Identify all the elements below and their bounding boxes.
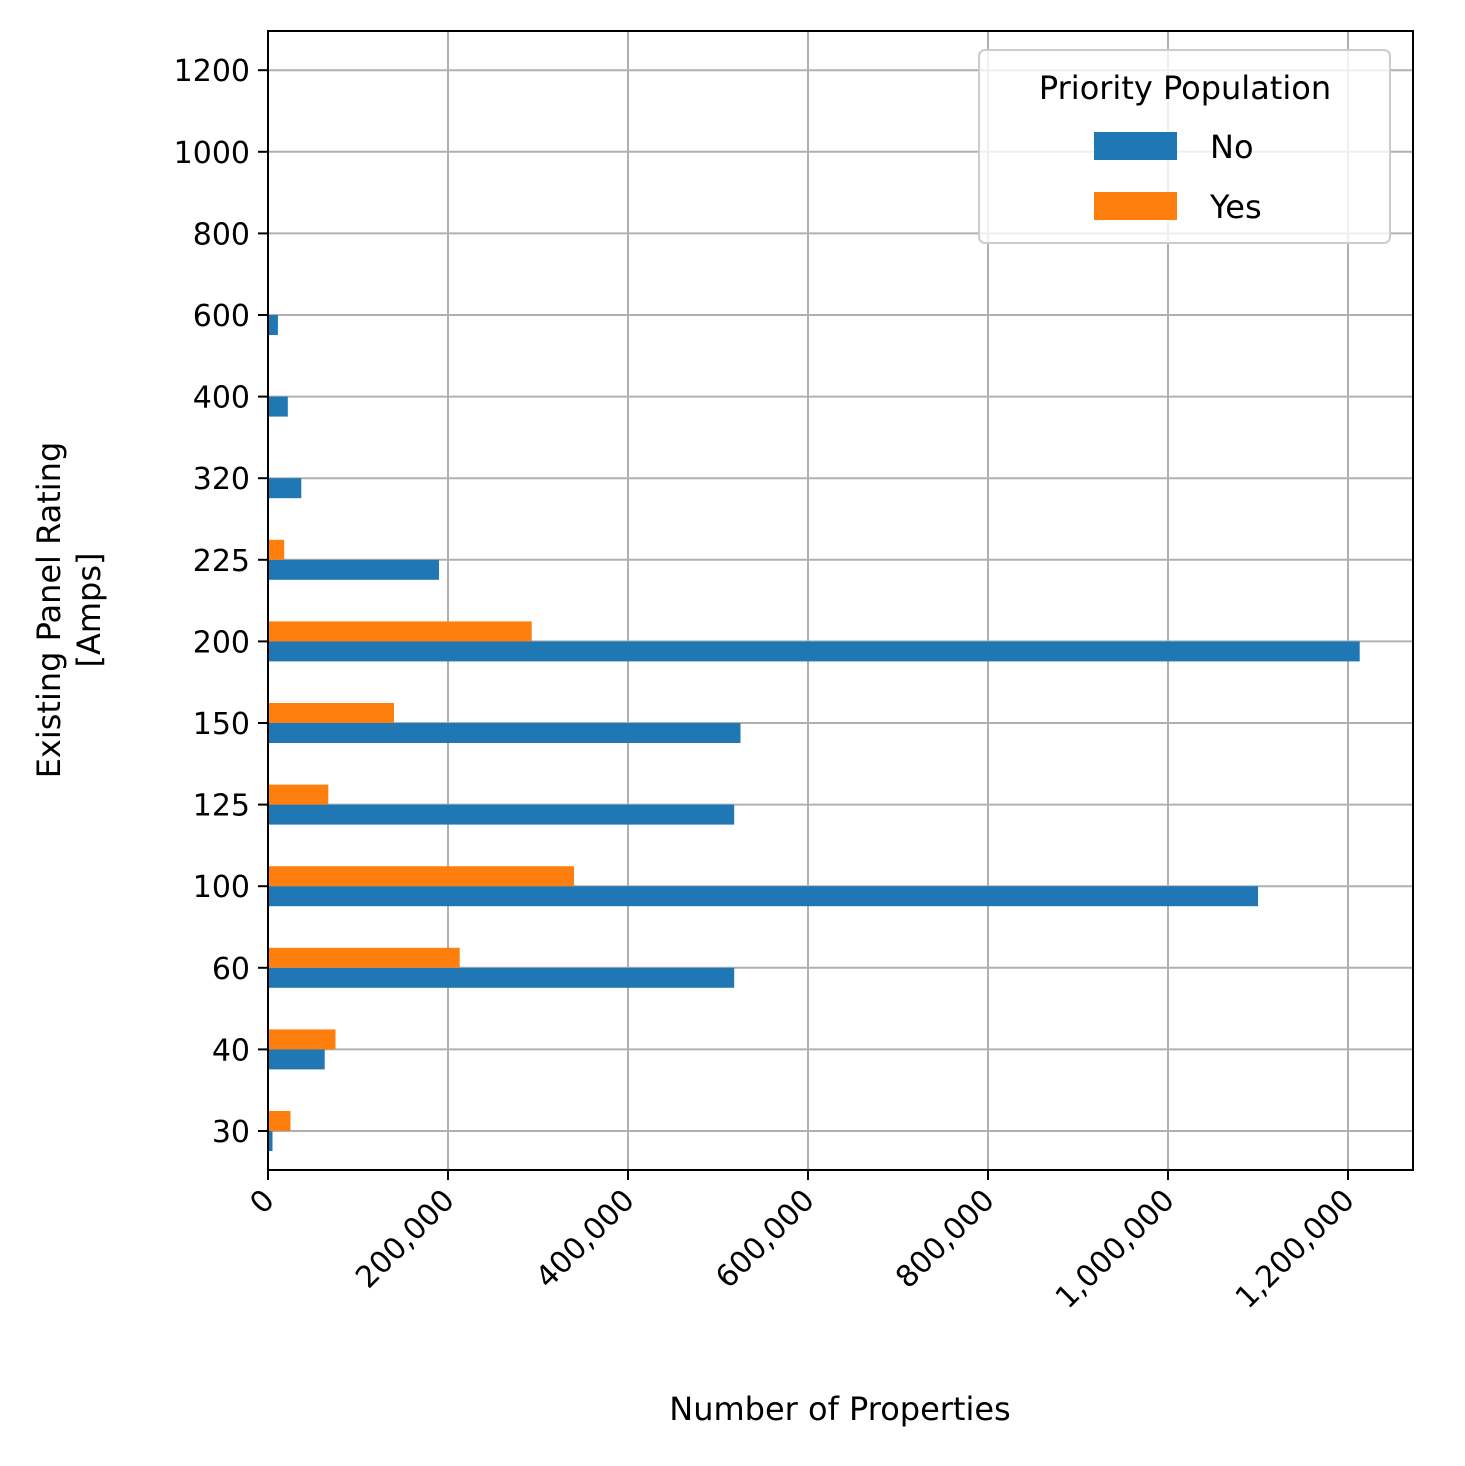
y-tick-label: 225: [193, 544, 250, 579]
bars: [268, 315, 1360, 1151]
legend-title: Priority Population: [1039, 69, 1331, 107]
bar-yes-225: [268, 539, 285, 560]
bar-yes-60: [268, 947, 460, 968]
y-tick-label: 200: [193, 625, 250, 660]
legend-label-yes: Yes: [1209, 188, 1262, 226]
bar-no-400: [268, 396, 288, 417]
y-tick-label: 125: [193, 789, 250, 824]
y-tick-label: 320: [193, 462, 250, 497]
x-tick-label: 200,000: [349, 1183, 461, 1295]
y-axis-label-line-2: [Amps]: [70, 552, 108, 667]
y-tick-label: 100: [193, 870, 250, 905]
bar-no-225: [268, 559, 439, 580]
bar-yes-30: [268, 1111, 291, 1131]
bar-no-40: [268, 1049, 325, 1070]
bar-no-30: [268, 1131, 273, 1151]
legend-swatch-no: [1094, 132, 1177, 160]
x-tick-label: 400,000: [529, 1183, 641, 1295]
y-tick-label: 150: [193, 707, 250, 742]
y-axis-label-line-1: Existing Panel Rating: [30, 442, 68, 779]
y-tick-label: 600: [193, 299, 250, 334]
bar-no-200: [268, 641, 1360, 662]
y-tick-label: 400: [193, 381, 250, 416]
bar-no-60: [268, 967, 735, 988]
y-tick-label: 60: [212, 952, 250, 987]
x-axis-ticks: 0 200,000 400,000 600,000 800,000 1,000,000 1,…: [243, 1170, 1362, 1316]
x-tick-label: 600,000: [709, 1183, 821, 1295]
y-tick-label: 30: [212, 1115, 250, 1150]
y-axis-label: Existing Panel Rating [Amps]: [30, 442, 108, 779]
legend-box: [978, 49, 1391, 244]
y-tick-label: 1200: [174, 54, 250, 89]
bar-no-320: [268, 478, 302, 499]
x-tick-label: 1,200,000: [1229, 1183, 1362, 1316]
bar-no-100: [268, 886, 1258, 907]
bar-yes-200: [268, 621, 532, 642]
y-axis-ticks: 30 40 60 100 125 150 200 225 320 400 600 800 1000 120…: [174, 54, 268, 1150]
bar-no-150: [268, 723, 741, 743]
legend-swatch-yes: [1094, 192, 1177, 220]
bar-no-125: [268, 804, 735, 825]
bar-yes-100: [268, 866, 574, 887]
legend-label-no: No: [1210, 128, 1254, 166]
bar-no-600: [268, 315, 278, 335]
plot-frame: [267, 30, 1414, 1171]
bar-yes-125: [268, 784, 329, 805]
x-tick-label: 0: [243, 1183, 281, 1221]
bar-yes-40: [268, 1029, 336, 1050]
y-tick-label: 800: [193, 217, 250, 252]
legend: Priority Population No Yes: [978, 49, 1391, 244]
x-axis-label: Number of Properties: [669, 1390, 1010, 1428]
x-tick-label: 800,000: [889, 1183, 1001, 1295]
y-tick-label: 1000: [174, 136, 250, 171]
x-tick-label: 1,000,000: [1049, 1183, 1182, 1316]
bar-yes-150: [268, 703, 394, 723]
y-tick-label: 40: [212, 1033, 250, 1068]
